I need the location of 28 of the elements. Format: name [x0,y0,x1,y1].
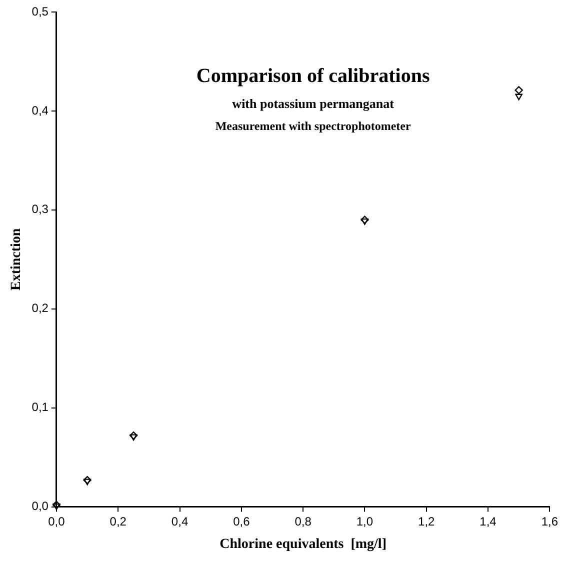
point [360,216,369,224]
text: Comparison of calibrations [196,65,430,87]
x-tick-label: 0,0 [48,514,66,528]
x-tick-label: 1,4 [480,514,497,528]
x-tick-label: 0,6 [233,514,250,528]
y-tick-label: 0,0 [32,499,49,514]
point [84,478,91,486]
y-tick-label: 0,1 [32,400,49,414]
y-tick-label: 0,4 [32,103,49,118]
point [361,218,368,225]
x-tick-label: 1,0 [356,514,374,528]
point [129,431,138,440]
y-tick-label: 0,2 [32,301,49,316]
x-tick-label: 1,6 [541,514,558,528]
x-tick-label: 0,2 [110,514,127,528]
y-tick-label: 0,5 [32,4,49,18]
x-axis-title: Chlorine equivalents [mg/l] [220,537,386,552]
y-axis-title: Extinction [9,228,24,291]
text: with potassium permanganat [232,96,395,111]
x-tick-label: 0,4 [171,514,188,528]
point [514,86,523,94]
x-tick-label: 0,8 [294,514,312,528]
y-tick-label: 0,3 [32,202,49,216]
annotation: Measurement with spectrophotometer [215,119,412,133]
point [83,476,92,484]
x-tick-label: 1,2 [418,514,436,528]
point [130,434,138,441]
point [515,94,522,100]
